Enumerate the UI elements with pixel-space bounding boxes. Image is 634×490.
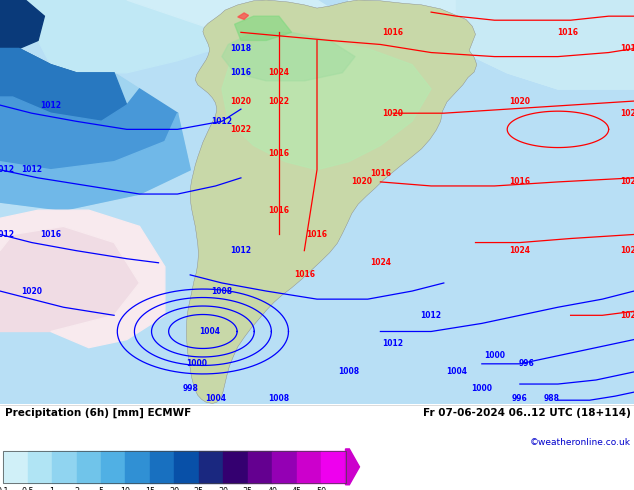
Polygon shape xyxy=(222,32,355,81)
Polygon shape xyxy=(0,89,178,170)
Text: 45: 45 xyxy=(292,487,302,490)
Text: 1000: 1000 xyxy=(186,359,207,368)
Text: 35: 35 xyxy=(243,487,253,490)
Polygon shape xyxy=(238,13,249,20)
Text: 1016: 1016 xyxy=(509,177,531,186)
Text: 1024: 1024 xyxy=(268,68,290,77)
Text: 1016: 1016 xyxy=(557,28,578,37)
Bar xyxy=(223,451,248,483)
Text: 1020: 1020 xyxy=(620,177,634,186)
Bar xyxy=(52,451,77,483)
Bar xyxy=(248,451,272,483)
Text: 1012: 1012 xyxy=(0,165,14,174)
FancyArrow shape xyxy=(346,449,359,485)
Text: 996: 996 xyxy=(512,393,527,403)
Text: 1012: 1012 xyxy=(382,339,404,348)
Text: 1016: 1016 xyxy=(382,28,404,37)
Text: 1000: 1000 xyxy=(471,384,493,392)
Text: 1012: 1012 xyxy=(211,117,233,126)
Text: 1016: 1016 xyxy=(268,206,290,215)
Bar xyxy=(3,451,28,483)
Text: 988: 988 xyxy=(543,393,560,403)
Polygon shape xyxy=(0,0,44,49)
Polygon shape xyxy=(0,210,165,348)
Text: 1028: 1028 xyxy=(620,311,634,320)
Polygon shape xyxy=(0,0,190,210)
Polygon shape xyxy=(0,226,139,332)
Text: 1016: 1016 xyxy=(306,230,328,239)
Text: 1000: 1000 xyxy=(484,351,505,360)
Text: 1004: 1004 xyxy=(198,327,220,336)
Text: 15: 15 xyxy=(145,487,155,490)
Polygon shape xyxy=(456,0,634,89)
Text: 998: 998 xyxy=(182,384,198,392)
Polygon shape xyxy=(25,0,241,73)
Text: 1012: 1012 xyxy=(420,311,442,320)
Text: 1020: 1020 xyxy=(21,287,42,295)
Bar xyxy=(272,451,297,483)
Text: ©weatheronline.co.uk: ©weatheronline.co.uk xyxy=(530,439,631,447)
Text: 1022: 1022 xyxy=(230,125,252,134)
Text: 1018: 1018 xyxy=(230,44,252,53)
Text: 1004: 1004 xyxy=(446,368,467,376)
Text: 20: 20 xyxy=(169,487,179,490)
Bar xyxy=(101,451,126,483)
Text: 1016: 1016 xyxy=(370,170,391,178)
Polygon shape xyxy=(0,113,190,210)
Polygon shape xyxy=(222,41,431,170)
Text: 1016: 1016 xyxy=(230,68,252,77)
Bar xyxy=(77,451,101,483)
Polygon shape xyxy=(186,0,477,403)
Text: 10: 10 xyxy=(120,487,131,490)
Text: 0.1: 0.1 xyxy=(0,487,10,490)
Text: 996: 996 xyxy=(519,359,534,368)
Text: 1020: 1020 xyxy=(509,97,531,105)
Polygon shape xyxy=(349,0,634,89)
Text: 1012: 1012 xyxy=(0,230,14,239)
Text: 1020: 1020 xyxy=(620,109,634,118)
Text: 1016: 1016 xyxy=(620,44,634,53)
Text: 40: 40 xyxy=(267,487,277,490)
Bar xyxy=(28,451,52,483)
Text: 0.5: 0.5 xyxy=(22,487,34,490)
Polygon shape xyxy=(235,16,292,41)
Bar xyxy=(3,451,346,483)
Text: 1008: 1008 xyxy=(338,368,359,376)
Text: 50: 50 xyxy=(316,487,326,490)
Text: Precipitation (6h) [mm] ECMWF: Precipitation (6h) [mm] ECMWF xyxy=(5,408,191,418)
Text: 30: 30 xyxy=(218,487,228,490)
Polygon shape xyxy=(0,49,127,122)
Text: 1012: 1012 xyxy=(230,246,252,255)
Text: Fr 07-06-2024 06..12 UTC (18+114): Fr 07-06-2024 06..12 UTC (18+114) xyxy=(423,408,631,417)
Text: 1012: 1012 xyxy=(40,100,61,110)
Bar xyxy=(321,451,346,483)
Text: 2: 2 xyxy=(74,487,79,490)
Text: 1: 1 xyxy=(49,487,55,490)
Text: 1022: 1022 xyxy=(268,97,290,105)
Text: 1024: 1024 xyxy=(620,246,634,255)
Bar xyxy=(297,451,321,483)
Text: 1020: 1020 xyxy=(230,97,252,105)
Bar xyxy=(150,451,174,483)
Text: 1008: 1008 xyxy=(268,393,290,403)
Text: 1004: 1004 xyxy=(205,393,226,403)
Polygon shape xyxy=(0,49,76,105)
Text: 1024: 1024 xyxy=(509,246,531,255)
Bar xyxy=(199,451,223,483)
Polygon shape xyxy=(127,0,349,49)
Text: 25: 25 xyxy=(193,487,204,490)
Text: 5: 5 xyxy=(98,487,103,490)
Text: 1016: 1016 xyxy=(40,230,61,239)
Text: 1016: 1016 xyxy=(294,270,315,279)
Text: 1024: 1024 xyxy=(370,258,391,267)
Text: 1016: 1016 xyxy=(268,149,290,158)
Bar xyxy=(126,451,150,483)
Bar xyxy=(174,451,199,483)
Text: 1012: 1012 xyxy=(21,165,42,174)
Text: 1020: 1020 xyxy=(351,177,372,186)
Text: 1008: 1008 xyxy=(211,287,233,295)
Text: 1020: 1020 xyxy=(382,109,404,118)
